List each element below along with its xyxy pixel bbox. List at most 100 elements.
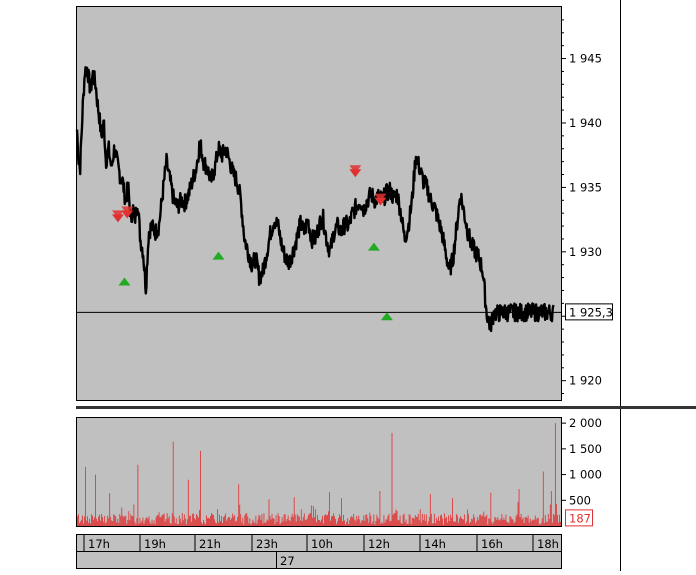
volume-bar[interactable] — [174, 523, 176, 526]
buy-signal-marker[interactable] — [212, 251, 225, 260]
volume-bar[interactable] — [413, 519, 415, 526]
volume-bar[interactable] — [408, 514, 410, 526]
volume-bar[interactable] — [410, 523, 412, 526]
volume-bar[interactable] — [533, 519, 535, 526]
volume-bar[interactable] — [545, 521, 547, 526]
volume-bar[interactable] — [279, 524, 281, 526]
volume-bar[interactable] — [127, 519, 129, 526]
volume-bar[interactable] — [551, 522, 553, 526]
volume-bar[interactable] — [420, 522, 422, 526]
volume-bar[interactable] — [539, 524, 541, 526]
volume-bar[interactable] — [471, 518, 473, 526]
volume-bar[interactable] — [164, 521, 166, 526]
volume-bar[interactable] — [491, 521, 493, 526]
volume-bar[interactable] — [559, 521, 561, 526]
volume-bar[interactable] — [365, 514, 367, 526]
volume-bar[interactable] — [208, 517, 209, 526]
volume-bar[interactable] — [241, 522, 243, 527]
price-series-line[interactable] — [75, 66, 555, 333]
volume-bar[interactable] — [425, 514, 427, 526]
volume-bar[interactable] — [139, 518, 141, 526]
volume-bar[interactable] — [362, 520, 364, 526]
volume-bar[interactable] — [544, 515, 546, 526]
volume-bar[interactable] — [161, 515, 163, 526]
volume-bar[interactable] — [290, 516, 292, 526]
volume-bar[interactable] — [451, 517, 452, 526]
volume-bar[interactable] — [330, 520, 331, 526]
volume-bar[interactable] — [534, 515, 536, 527]
volume-bar[interactable] — [469, 523, 471, 526]
volume-bar[interactable] — [153, 520, 155, 526]
volume-bar[interactable] — [240, 514, 242, 526]
volume-bar[interactable] — [178, 515, 180, 526]
volume-bar[interactable] — [262, 523, 264, 526]
volume-bar[interactable] — [157, 515, 159, 526]
volume-bar[interactable] — [430, 513, 432, 526]
volume-bar[interactable] — [385, 519, 387, 526]
volume-bar[interactable] — [503, 517, 505, 526]
volume-bar[interactable] — [188, 516, 190, 526]
volume-bar[interactable] — [297, 516, 299, 526]
volume-bar[interactable] — [207, 518, 208, 526]
volume-bar[interactable] — [499, 520, 501, 526]
volume-bar[interactable] — [490, 492, 492, 526]
volume-bar[interactable] — [402, 515, 404, 526]
volume-bar[interactable] — [166, 513, 168, 526]
volume-bar[interactable] — [412, 517, 414, 526]
volume-bar[interactable] — [229, 517, 231, 526]
volume-bar[interactable] — [531, 519, 533, 526]
volume-bar[interactable] — [394, 513, 396, 526]
volume-bar[interactable] — [506, 521, 508, 526]
volume-bar[interactable] — [495, 517, 497, 526]
volume-bar[interactable] — [140, 522, 142, 526]
volume-bar[interactable] — [268, 499, 270, 526]
volume-bar[interactable] — [445, 518, 446, 526]
volume-bar[interactable] — [120, 516, 122, 526]
volume-bar[interactable] — [173, 516, 175, 526]
volume-bar[interactable] — [459, 518, 460, 527]
volume-bar[interactable] — [108, 518, 110, 526]
volume-bar[interactable] — [133, 504, 135, 526]
volume-bar[interactable] — [274, 524, 276, 526]
volume-bar[interactable] — [304, 519, 306, 526]
volume-bar[interactable] — [254, 523, 256, 526]
volume-bar[interactable] — [482, 515, 484, 526]
volume-bar[interactable] — [434, 523, 436, 526]
volume-bar[interactable] — [422, 519, 424, 526]
volume-bar[interactable] — [201, 522, 202, 526]
volume-bar[interactable] — [217, 509, 218, 526]
volume-bar[interactable] — [346, 522, 348, 526]
volume-bar[interactable] — [134, 521, 136, 526]
volume-bar[interactable] — [192, 513, 194, 526]
volume-bar[interactable] — [521, 519, 523, 526]
volume-bar[interactable] — [269, 516, 271, 526]
volume-bar[interactable] — [358, 515, 360, 526]
volume-bar[interactable] — [401, 523, 403, 526]
volume-bar[interactable] — [303, 513, 305, 526]
volume-bar[interactable] — [374, 524, 376, 527]
volume-bar[interactable] — [216, 523, 217, 526]
volume-bar[interactable] — [351, 516, 353, 526]
volume-bar[interactable] — [267, 520, 269, 527]
volume-bar[interactable] — [518, 489, 520, 526]
volume-bar[interactable] — [437, 516, 439, 526]
volume-bar[interactable] — [494, 516, 496, 526]
volume-bar[interactable] — [156, 515, 158, 526]
volume-bar[interactable] — [480, 514, 482, 526]
volume-bar[interactable] — [367, 518, 369, 526]
volume-bar[interactable] — [222, 523, 224, 526]
volume-bar[interactable] — [403, 513, 405, 526]
volume-bar[interactable] — [552, 513, 554, 526]
volume-bar[interactable] — [505, 514, 507, 526]
volume-bar[interactable] — [489, 518, 491, 526]
volume-bar[interactable] — [384, 522, 386, 526]
volume-bar[interactable] — [131, 516, 133, 526]
volume-bar[interactable] — [387, 515, 389, 526]
volume-bar[interactable] — [500, 518, 502, 527]
volume-bar[interactable] — [520, 513, 522, 526]
volume-bar[interactable] — [427, 521, 429, 527]
volume-bar[interactable] — [548, 518, 550, 526]
volume-bar[interactable] — [357, 519, 359, 526]
sell-signal-marker[interactable] — [349, 165, 362, 174]
volume-bar[interactable] — [513, 523, 515, 526]
